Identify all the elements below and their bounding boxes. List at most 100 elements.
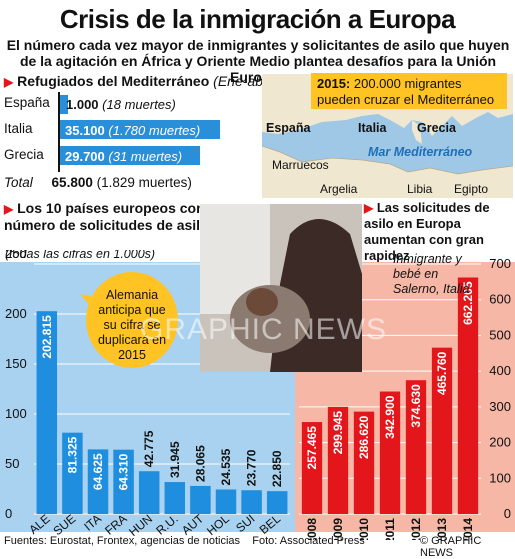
left-bar-label: 202.815 (40, 315, 54, 359)
map-label-greece: Grecia (417, 121, 456, 135)
footer-credit: © GRAPHIC NEWS (420, 535, 482, 559)
right-y-tick: 500 (489, 327, 511, 342)
left-chart-note: (todas las cifras en 1.000s) (5, 250, 155, 261)
left-y-tick: 250 (5, 250, 27, 261)
refugee-country: Grecia (4, 147, 44, 162)
refugee-value-greece: 29.700 (31 muertes) (65, 149, 182, 164)
refugee-value: 1.000 (66, 97, 99, 112)
right-y-tick: 0 (504, 506, 511, 521)
left-bar-label: 81.325 (65, 436, 79, 473)
right-bar-label: 257.465 (305, 426, 319, 470)
refugee-bar-greece (60, 146, 200, 165)
refugee-deaths: (31 muertes) (108, 149, 183, 164)
callout-year: 2015: (317, 76, 351, 91)
right-bar (405, 380, 427, 514)
left-bar-label: 23.770 (245, 449, 259, 486)
speech-bubble-shape (80, 272, 178, 368)
left-y-tick: 200 (5, 306, 27, 321)
total-value: 65.800 (51, 175, 93, 190)
left-bar (241, 490, 262, 514)
map-label-morocco: Marruecos (272, 158, 329, 172)
refugee-bar-italy (60, 120, 220, 139)
refugee-country: España (4, 95, 50, 110)
right-x-tick: 2009 (331, 518, 345, 540)
left-bar-label: 64.625 (91, 453, 105, 490)
right-bar-label: 342.900 (383, 395, 397, 439)
right-y-tick: 700 (489, 256, 511, 271)
left-bar (190, 485, 211, 514)
refugees-heading-text: Refugiados del Mediterráneo (17, 73, 210, 89)
photo-credit: Foto: Associated Press (252, 535, 365, 547)
callout-text: 200.000 migrantes pueden cruzar el Medit… (317, 76, 495, 107)
right-bar-label: 465.760 (435, 351, 449, 395)
right-x-tick: 2011 (383, 518, 397, 540)
right-bar-label: 299.945 (331, 411, 345, 455)
left-bar (138, 471, 160, 514)
photo-baby-head (246, 288, 278, 316)
triangle-bullet-icon: ▶ (4, 202, 14, 216)
subtitle: El número cada vez mayor de inmigrantes … (6, 37, 510, 85)
right-bar (457, 277, 479, 514)
right-chart-heading-text: Las solicitudes de asilo en Europa aumen… (364, 200, 490, 263)
right-bar-label: 374.630 (409, 384, 423, 428)
left-chart-heading: ▶ Los 10 países europeos con mayor númer… (4, 200, 274, 233)
migrant-photo (200, 204, 362, 372)
right-x-tick: 2010 (357, 518, 371, 540)
right-y-tick: 600 (489, 292, 511, 307)
right-bar-label: 286.620 (357, 415, 371, 459)
map-label-sea: Mar Mediterráneo (368, 145, 473, 159)
speech-bubble-text: Alemania anticipa que su cifra se duplic… (97, 288, 167, 362)
map-label-egypt: Egipto (454, 182, 489, 196)
refugee-deaths: (18 muertes) (102, 97, 176, 112)
total-label: Total (4, 175, 33, 190)
left-bar-label: 24.535 (219, 448, 233, 485)
refugees-total: Total 65.800 (1.829 muertes) (4, 175, 192, 190)
left-bar (62, 432, 83, 514)
left-bar (215, 489, 237, 514)
map-label-italy: Italia (358, 121, 387, 135)
right-bar (431, 347, 453, 514)
refugee-value-italy: 35.100 (1.780 muertes) (65, 123, 200, 138)
refugee-country: Italia (4, 121, 33, 136)
left-bar-label: 31.945 (168, 441, 182, 478)
right-x-tick: 2013 (435, 518, 449, 540)
right-y-tick: 400 (489, 363, 511, 378)
left-y-tick: 0 (5, 506, 12, 521)
left-y-tick: 150 (5, 356, 27, 371)
right-bar (353, 411, 375, 514)
map-land-italy (412, 120, 422, 144)
left-y-tick: 100 (5, 406, 27, 421)
left-bar-label: 42.775 (142, 430, 156, 467)
migration-callout: 2015: 200.000 migrantes pueden cruzar el… (311, 73, 507, 109)
right-bar-label: 662.205 (461, 281, 475, 325)
photo-caption: Inmigrante y bebé en Salerno, Italia (393, 252, 470, 296)
left-bar (164, 482, 186, 514)
triangle-bullet-icon: ▶ (364, 201, 374, 215)
triangle-bullet-icon: ▶ (4, 75, 14, 89)
page-title: Crisis de la inmigración a Europa (59, 4, 456, 34)
map-label-algeria: Argelia (320, 182, 358, 196)
right-y-tick: 200 (489, 435, 511, 450)
right-x-tick: 2014 (461, 518, 475, 540)
refugees-axis (58, 92, 60, 172)
left-bar (266, 491, 288, 514)
left-chart-heading-text: Los 10 países europeos con mayor número … (4, 200, 251, 233)
total-deaths: (1.829 muertes) (96, 175, 192, 190)
refugee-bar-spain (60, 95, 68, 114)
map-label-libya: Libia (407, 182, 433, 196)
left-bar-label: 28.065 (193, 445, 207, 482)
right-bar (301, 422, 323, 514)
right-x-tick: 2012 (409, 518, 423, 540)
right-y-tick: 100 (489, 470, 511, 485)
left-bar (87, 449, 109, 514)
footer-sources: Fuentes: Eurostat, Frontex, agencias de … (4, 535, 365, 547)
left-bar-label: 22.850 (270, 450, 284, 487)
right-y-tick: 300 (489, 399, 511, 414)
refugee-value: 35.100 (65, 123, 105, 138)
right-bar (327, 406, 349, 514)
map-label-spain: España (266, 121, 311, 135)
left-bar (113, 449, 134, 514)
sources-text: Fuentes: Eurostat, Frontex, agencias de … (4, 535, 241, 547)
right-x-tick: 2008 (305, 518, 319, 540)
map-coast (262, 145, 513, 175)
